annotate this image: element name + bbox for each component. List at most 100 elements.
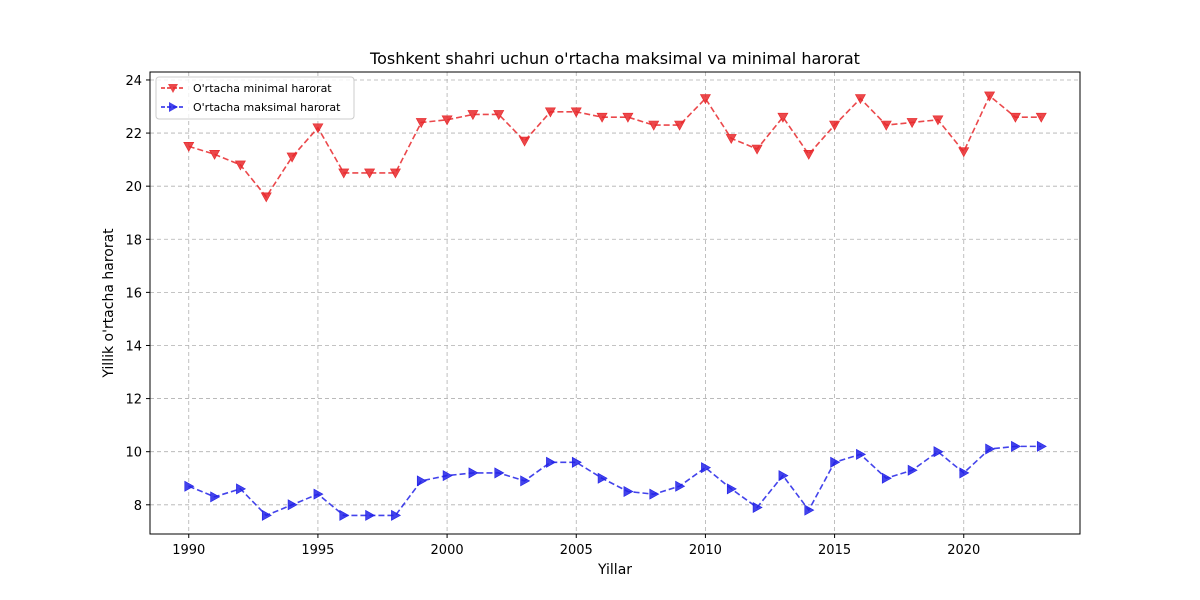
data-point: [1011, 440, 1022, 452]
grid: [150, 72, 1080, 534]
data-point: [958, 147, 970, 158]
y-axis-label: Yillik o'rtacha harorat: [101, 228, 117, 379]
data-point: [493, 110, 505, 121]
x-tick-label: 2005: [560, 543, 593, 558]
data-point: [959, 467, 970, 479]
data-point: [932, 115, 944, 126]
y-tick-label: 8: [134, 499, 142, 514]
x-tick-label: 2015: [818, 543, 851, 558]
data-point: [544, 107, 556, 118]
data-point: [261, 509, 272, 521]
data-point: [467, 110, 479, 121]
data-point: [725, 134, 737, 144]
data-point: [906, 118, 918, 129]
data-point: [701, 462, 712, 474]
data-point: [184, 480, 195, 492]
data-point: [881, 472, 892, 484]
data-point: [338, 168, 350, 179]
data-point: [519, 136, 531, 147]
data-point: [649, 488, 660, 500]
x-tick-label: 2010: [689, 543, 722, 558]
data-point: [751, 144, 763, 155]
data-point: [286, 152, 298, 163]
data-point: [675, 480, 686, 492]
data-point: [183, 142, 195, 152]
series-1: [184, 440, 1047, 521]
legend-marker: [168, 84, 178, 93]
legend-entry: O'rtacha maksimal harorat: [161, 101, 341, 114]
series-layer: [183, 91, 1047, 521]
x-tick-label: 2000: [431, 543, 464, 558]
data-point: [856, 448, 867, 460]
x-tick-label: 1990: [172, 543, 205, 558]
data-point: [312, 123, 324, 134]
data-point: [415, 118, 427, 129]
data-point: [907, 464, 918, 476]
y-tick-label: 22: [125, 127, 142, 142]
y-tick-label: 18: [125, 233, 142, 248]
data-point: [391, 509, 402, 521]
data-point: [777, 112, 789, 123]
data-point: [1009, 112, 1021, 123]
plot-frame: [149, 71, 1081, 535]
legend-frame: [155, 76, 355, 120]
series-line: [188, 94, 1042, 199]
data-point: [210, 491, 221, 503]
data-point: [830, 456, 841, 468]
data-point: [442, 470, 453, 482]
data-point: [468, 467, 479, 479]
data-point: [260, 192, 272, 203]
data-point: [1036, 440, 1047, 452]
x-tick-label: 2020: [947, 543, 980, 558]
data-point: [236, 483, 247, 495]
data-point: [570, 107, 582, 118]
data-point: [520, 475, 531, 487]
legend-entry: O'rtacha minimal harorat: [161, 82, 332, 95]
data-point: [699, 94, 711, 105]
data-point: [416, 475, 427, 487]
data-point: [829, 120, 841, 131]
data-point: [804, 504, 815, 516]
data-point: [622, 112, 634, 123]
data-point: [339, 509, 350, 521]
y-tick-label: 12: [125, 393, 142, 408]
legend-marker: [169, 102, 178, 112]
legend: O'rtacha minimal harorat O'rtacha maksima…: [155, 76, 355, 120]
legend-label: O'rtacha maksimal harorat: [193, 101, 341, 114]
data-point: [803, 150, 815, 160]
data-point: [726, 483, 737, 495]
y-tick-label: 20: [125, 180, 142, 195]
y-tick-label: 10: [125, 446, 142, 461]
data-point: [854, 94, 866, 105]
data-point: [313, 488, 324, 500]
data-point: [571, 456, 582, 468]
data-point: [778, 470, 789, 482]
data-point: [933, 446, 944, 458]
data-point: [674, 120, 686, 131]
data-point: [546, 456, 557, 468]
legend-label: O'rtacha minimal harorat: [193, 82, 332, 95]
data-point: [364, 168, 376, 179]
axis-ticks: 1990 1995 2000 2005 2010 2015 2020 8 10 12 14 16 18 2…: [125, 74, 980, 558]
data-point: [1035, 112, 1047, 123]
y-tick-label: 14: [125, 339, 142, 354]
data-point: [389, 168, 401, 179]
y-tick-label: 16: [125, 286, 142, 301]
data-point: [597, 472, 608, 484]
data-point: [648, 120, 660, 131]
data-point: [494, 467, 505, 479]
data-point: [985, 443, 996, 455]
data-point: [623, 486, 634, 498]
data-point: [596, 112, 608, 123]
data-point: [209, 150, 221, 160]
data-point: [441, 115, 453, 126]
data-point: [234, 160, 246, 171]
data-point: [752, 501, 763, 513]
series-0: [183, 91, 1047, 203]
x-axis-label: Yillar: [597, 562, 632, 578]
data-point: [880, 120, 892, 131]
x-tick-label: 1995: [301, 543, 334, 558]
y-tick-label: 24: [125, 74, 142, 89]
data-point: [984, 91, 996, 102]
